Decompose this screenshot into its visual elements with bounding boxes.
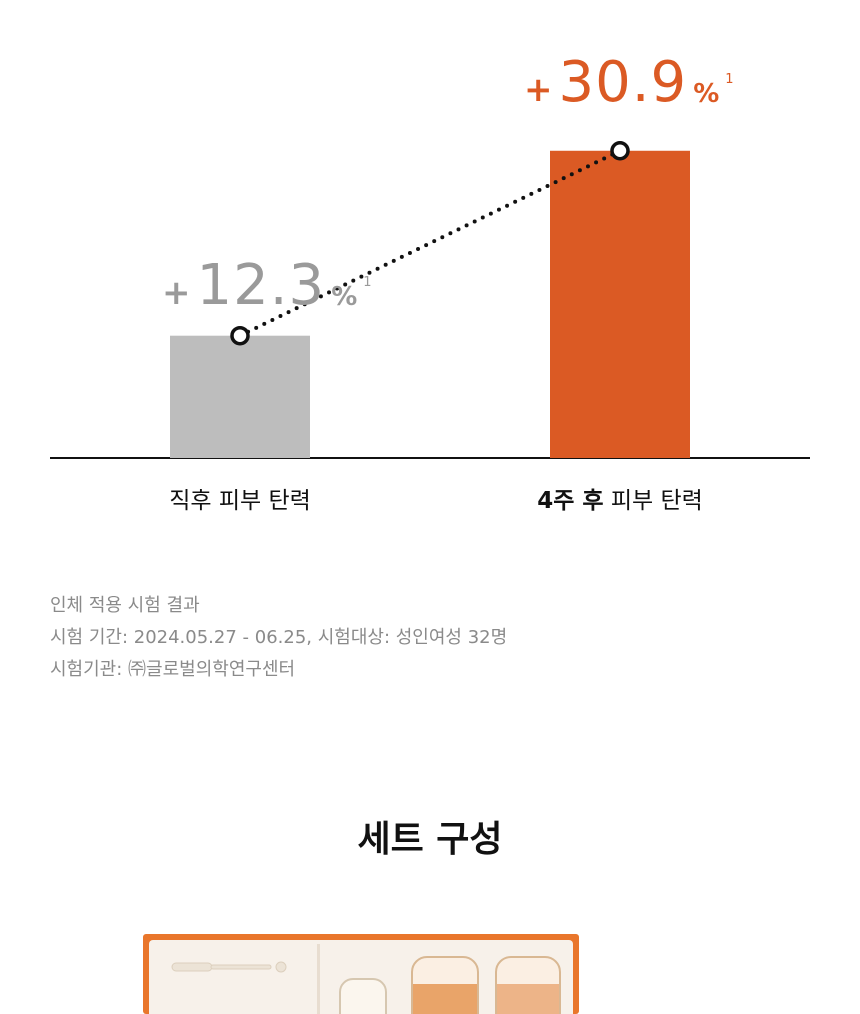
value-label-immediate: + 12.3 % 1 [162,252,372,318]
point-4-weeks [610,141,630,161]
value-plus-sign: + [162,272,191,313]
bar-4-weeks [550,150,690,458]
test-notes-title: 인체 적용 시험 결과 [50,595,200,616]
chart-svg [50,141,810,459]
test-notes-institution: 시험기관: ㈜글로벌의학연구센터 [50,659,296,680]
value-percent: % [331,281,358,312]
trend-line [238,148,622,338]
point-immediate [230,325,250,346]
spatula-icon [171,961,287,973]
category-label-immediate: 직후 피부 탄력 [110,490,370,513]
test-notes-period: 시험 기간: 2024.05.27 - 06.25, 시험대상: 성인여성 32… [50,627,508,648]
value-number: 12.3 [196,252,326,318]
serum-bottle-image [411,956,479,1014]
set-section-title: 세트 구성 [357,819,503,860]
value-plus-sign: + [524,69,553,110]
tray-divider [317,944,320,1014]
category-label-text: 직후 피부 탄력 [169,488,311,514]
bar-immediate [170,335,310,458]
product-tray [149,940,573,1014]
cream-bottle-image [495,956,561,1014]
value-number: 30.9 [558,49,688,115]
value-percent: % [693,78,720,109]
product-set-image [143,934,579,1014]
value-footnote: 1 [363,274,372,290]
category-label-text: 피부 탄력 [603,488,703,514]
test-notes: 인체 적용 시험 결과 시험 기간: 2024.05.27 - 06.25, 시… [50,590,507,686]
category-label-strong: 4주 후 [537,488,604,514]
category-label-4-weeks: 4주 후 피부 탄력 [490,490,750,513]
small-bottle-image [339,978,387,1014]
value-footnote: 1 [725,71,734,87]
elasticity-chart: + 12.3 % 1 + 30.9 % 1 직후 피부 탄력 4주 후 피부 탄… [50,49,810,513]
value-label-4-weeks: + 30.9 % 1 [524,49,734,115]
